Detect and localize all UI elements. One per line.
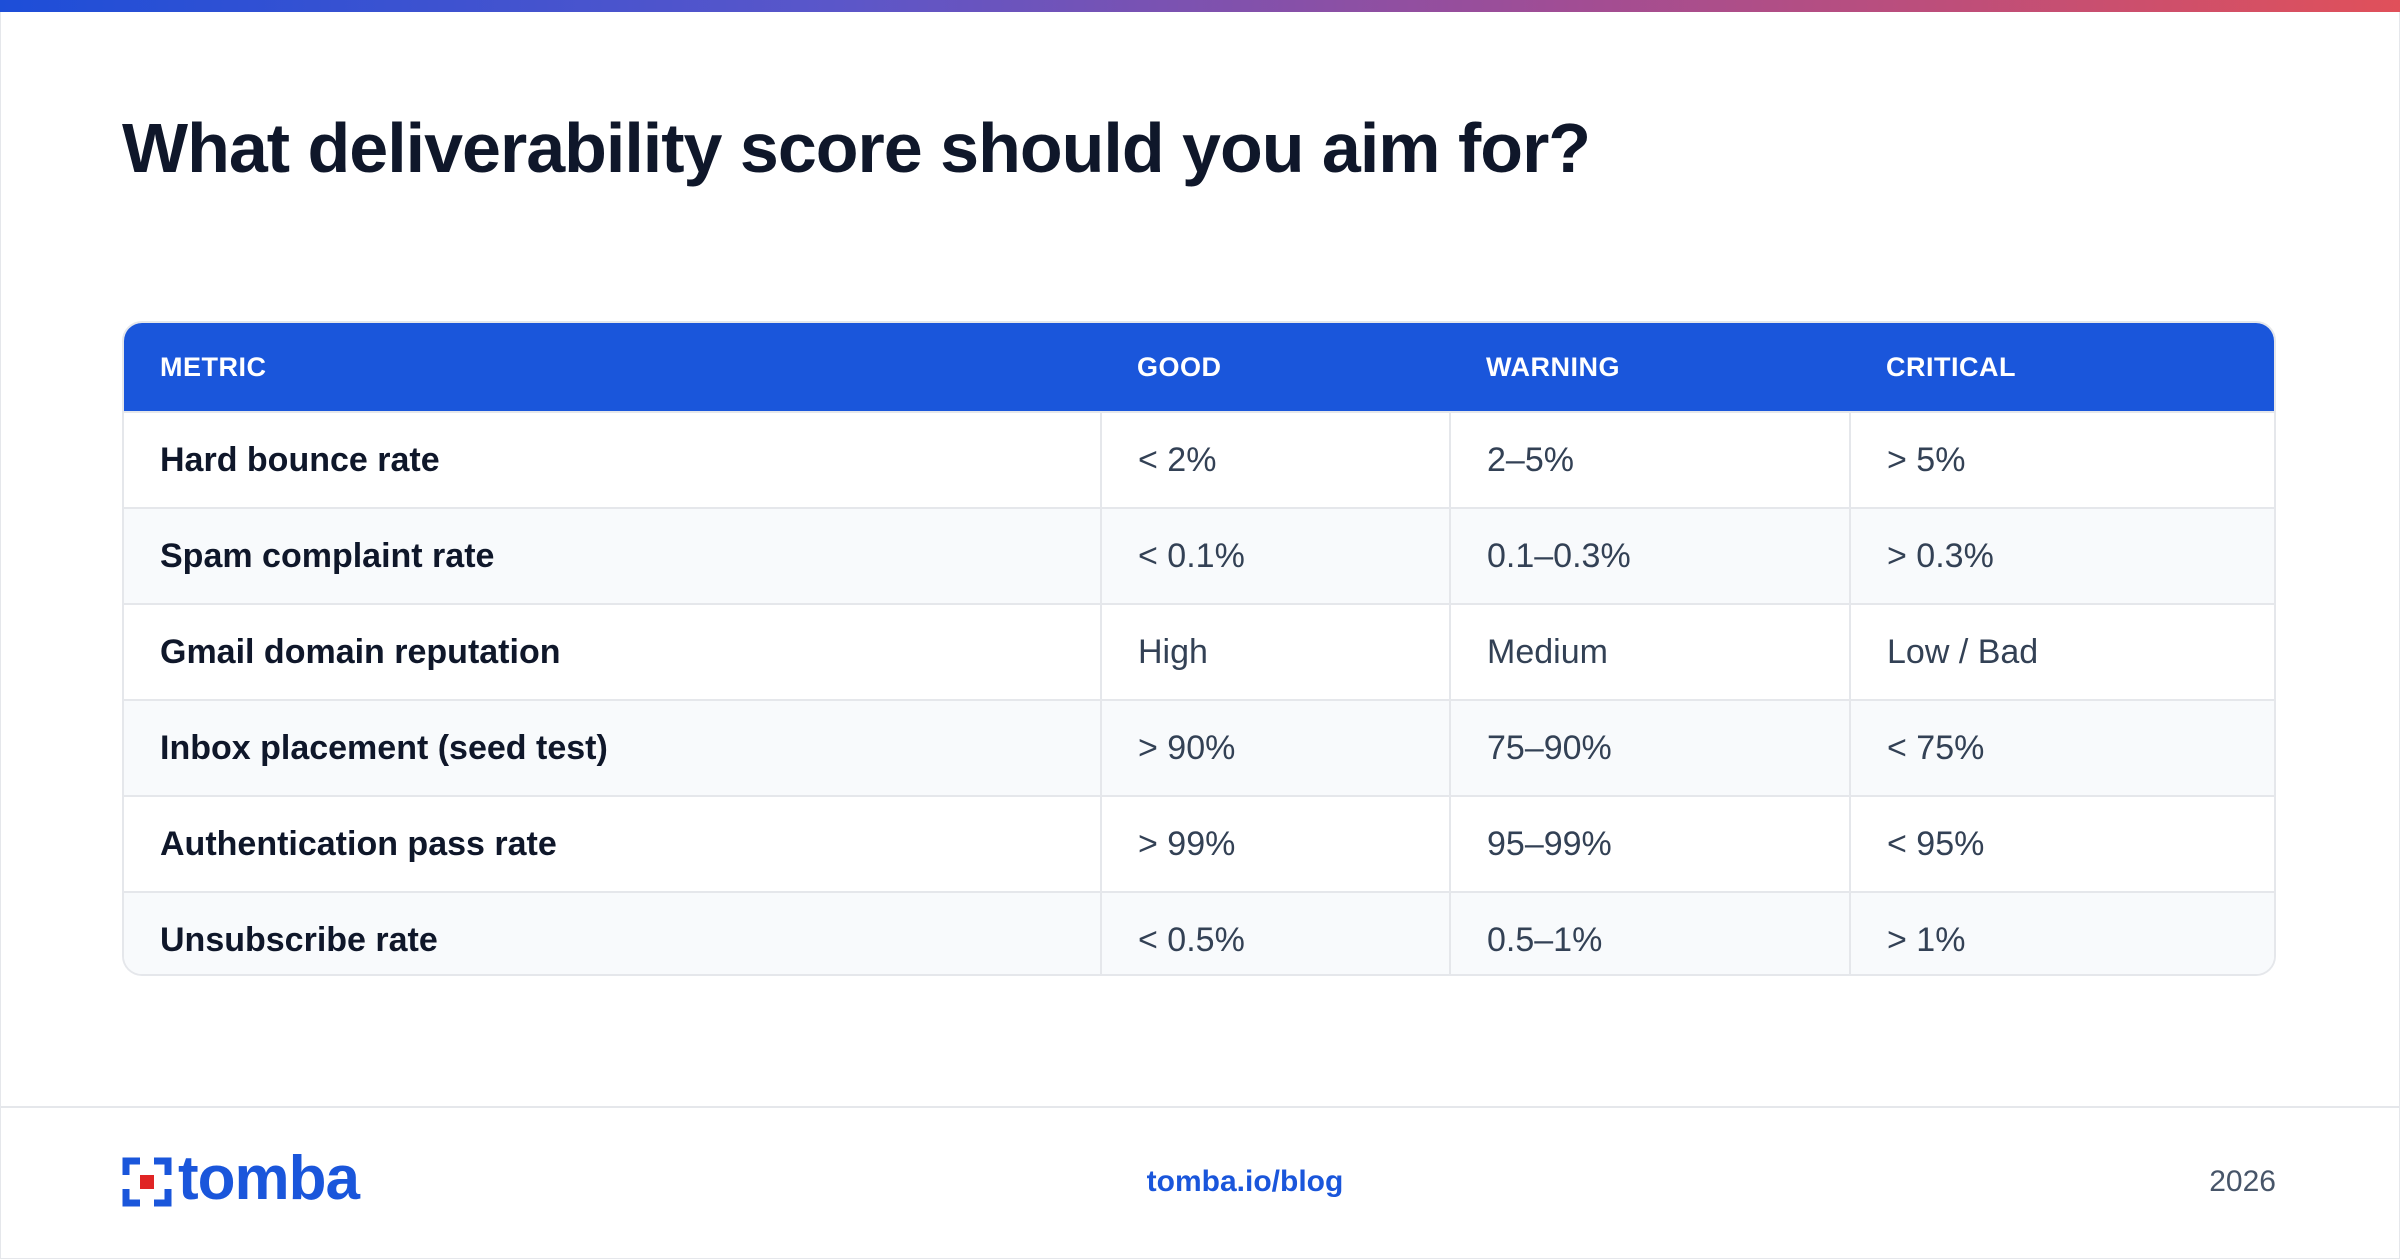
top-gradient-bar — [0, 0, 2400, 12]
critical-value: < 75% — [1849, 699, 2274, 796]
good-value: < 0.1% — [1100, 507, 1450, 604]
warning-value: 0.5–1% — [1449, 891, 1850, 974]
good-value: > 99% — [1100, 795, 1450, 892]
table-header-row: METRIC GOOD WARNING CRITICAL — [124, 323, 2274, 412]
warning-value: 2–5% — [1449, 411, 1850, 508]
metrics-table-card: METRIC GOOD WARNING CRITICAL Hard bounce… — [122, 321, 2276, 976]
page-title: What deliverability score should you aim… — [122, 109, 1591, 187]
table-row: Inbox placement (seed test) > 90% 75–90%… — [124, 699, 2274, 796]
critical-value: > 1% — [1849, 891, 2274, 974]
metric-name: Hard bounce rate — [124, 411, 1101, 508]
metric-name: Unsubscribe rate — [124, 891, 1101, 974]
critical-value: > 5% — [1849, 411, 2274, 508]
tomba-logo-icon — [122, 1157, 172, 1207]
good-value: High — [1100, 603, 1450, 700]
table-row: Hard bounce rate < 2% 2–5% > 5% — [124, 411, 2274, 508]
header-critical: CRITICAL — [1850, 323, 2274, 412]
header-metric: METRIC — [124, 323, 1101, 412]
table-row: Authentication pass rate > 99% 95–99% < … — [124, 795, 2274, 892]
warning-value: 75–90% — [1449, 699, 1850, 796]
header-warning: WARNING — [1450, 323, 1850, 412]
warning-value: Medium — [1449, 603, 1850, 700]
metric-name: Inbox placement (seed test) — [124, 699, 1101, 796]
metric-name: Gmail domain reputation — [124, 603, 1101, 700]
metrics-table: METRIC GOOD WARNING CRITICAL Hard bounce… — [124, 323, 2274, 974]
good-value: < 2% — [1100, 411, 1450, 508]
good-value: < 0.5% — [1100, 891, 1450, 974]
warning-value: 95–99% — [1449, 795, 1850, 892]
footer-year: 2026 — [2209, 1165, 2276, 1198]
header-good: GOOD — [1101, 323, 1450, 412]
table-row: Spam complaint rate < 0.1% 0.1–0.3% > 0.… — [124, 507, 2274, 604]
blog-link[interactable]: tomba.io/blog — [1146, 1165, 1344, 1198]
footer-divider — [0, 1106, 2400, 1108]
tomba-logo[interactable]: tomba — [122, 1148, 360, 1212]
table-row: Unsubscribe rate < 0.5% 0.5–1% > 1% — [124, 891, 2274, 974]
metric-name: Authentication pass rate — [124, 795, 1101, 892]
critical-value: Low / Bad — [1849, 603, 2274, 700]
warning-value: 0.1–0.3% — [1449, 507, 1850, 604]
critical-value: > 0.3% — [1849, 507, 2274, 604]
footer-link-wrap: tomba.io/blog — [0, 1165, 2400, 1199]
table-row: Gmail domain reputation High Medium Low … — [124, 603, 2274, 700]
logo-wordmark: tomba — [178, 1144, 360, 1213]
metric-name: Spam complaint rate — [124, 507, 1101, 604]
critical-value: < 95% — [1849, 795, 2274, 892]
good-value: > 90% — [1100, 699, 1450, 796]
